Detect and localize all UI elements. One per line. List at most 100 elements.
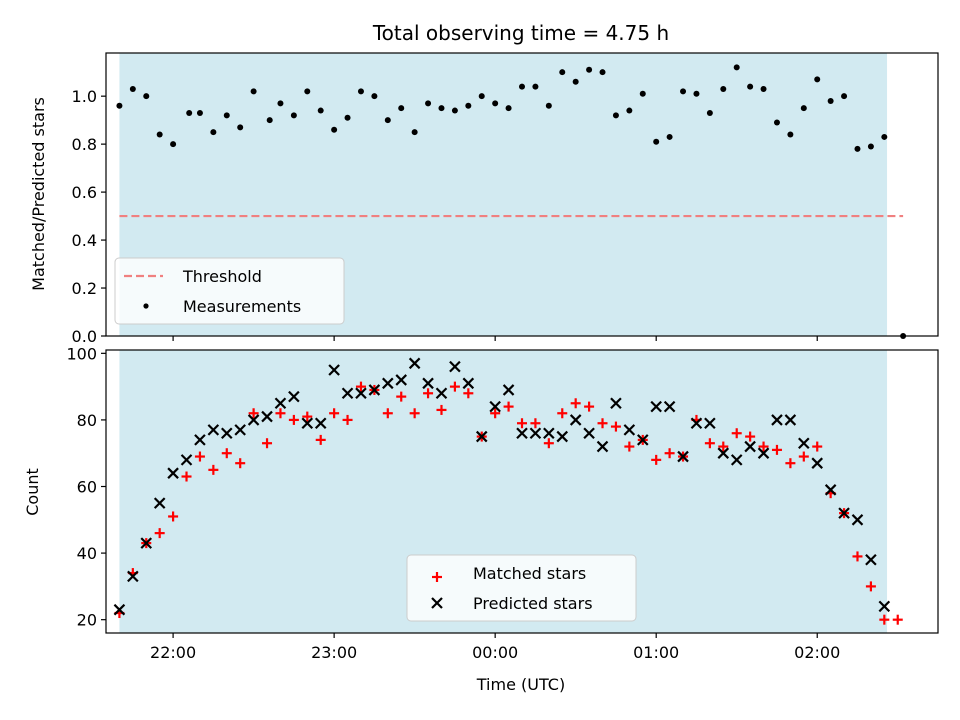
legend-measurements-swatch — [143, 303, 149, 309]
bottom-panel: 20 40 60 80 100 22:00 23:00 00:00 01:00 02:00 Co… — [23, 344, 939, 694]
matched-star-point — [543, 438, 554, 449]
measurement-point — [612, 112, 619, 119]
measurement-point — [599, 69, 606, 76]
matched-star-point — [181, 471, 192, 482]
predicted-star-point — [596, 440, 609, 453]
top-x-ticks — [172, 336, 818, 341]
measurement-point — [800, 105, 807, 112]
matched-star-point — [852, 551, 863, 562]
measurement-point — [465, 102, 472, 109]
predicted-star-point — [207, 424, 220, 436]
measurement-point — [626, 107, 633, 114]
matched-star-point — [382, 408, 393, 419]
measurement-point — [787, 131, 794, 138]
predicted-star-point — [529, 427, 542, 440]
top-axes-frame — [105, 52, 939, 337]
measurement-point — [116, 102, 123, 109]
matched-star-point — [718, 441, 729, 452]
predicted-star-point — [784, 414, 797, 426]
matched-star-point — [490, 408, 501, 419]
measurement-point — [451, 107, 458, 114]
measurement-point — [639, 90, 646, 97]
measurement-point — [733, 64, 740, 71]
measurement-point — [317, 107, 324, 114]
top-y-tick-label: 0.0 — [72, 327, 97, 346]
measurement-point — [331, 126, 338, 133]
legend-predicted-label: Predicted stars — [473, 594, 593, 613]
predicted-star-point — [865, 553, 877, 566]
measurement-point — [881, 133, 888, 140]
matched-star-point — [449, 381, 460, 392]
matched-star-point — [584, 401, 595, 412]
predicted-star-point — [502, 384, 515, 396]
measurement-point — [266, 117, 273, 124]
predicted-star-point — [757, 447, 770, 459]
predicted-star-point — [180, 454, 193, 466]
bottom-y-tick-label: 60 — [77, 478, 97, 497]
predicted-star-point — [851, 514, 864, 526]
measurement-point — [854, 145, 861, 152]
predicted-star-point — [247, 414, 260, 426]
legend-measurements-label: Measurements — [183, 297, 301, 316]
top-panel: 0.0 0.2 0.4 0.6 0.8 1.0 Matched/Predicted sta… — [29, 52, 939, 346]
matched-star-point — [664, 448, 675, 459]
measurement-point — [545, 102, 552, 109]
matched-star-point — [785, 458, 796, 469]
predicted-star-point — [516, 427, 528, 440]
predicted-star-point — [811, 457, 824, 469]
predicted-star-point — [475, 430, 488, 443]
measurement-point — [210, 129, 217, 136]
top-y-ticks: 0.0 0.2 0.4 0.6 0.8 1.0 — [72, 87, 106, 346]
measurement-point — [505, 105, 512, 112]
bottom-x-ticks: 22:00 23:00 00:00 01:00 02:00 — [150, 633, 840, 662]
measurement-point — [425, 100, 432, 107]
predicted-star-point — [140, 537, 153, 549]
matched-star-point — [315, 434, 326, 445]
measurement-point — [747, 83, 754, 90]
top-y-tick-label: 0.6 — [72, 183, 97, 202]
matched-star-point — [704, 438, 715, 449]
measurement-point — [371, 93, 378, 100]
predicted-star-point — [274, 397, 287, 410]
predicted-star-point — [435, 387, 448, 400]
bottom-x-tick-label: 00:00 — [472, 643, 518, 662]
predicted-star-point — [408, 357, 421, 370]
matched-star-point — [275, 408, 286, 419]
predicted-star-point — [838, 507, 850, 519]
matched-star-point — [355, 381, 366, 392]
measurement-point — [814, 76, 821, 83]
predicted-star-point — [167, 467, 179, 479]
measurement-point — [760, 85, 767, 92]
matched-star-point — [208, 464, 219, 475]
matched-star-point — [879, 614, 890, 625]
predicted-star-point — [730, 454, 743, 466]
matched-star-point — [892, 614, 903, 625]
measurement-point — [841, 93, 848, 100]
predicted-star-point — [234, 424, 246, 436]
predicted-star-point — [610, 397, 622, 410]
matched-star-point — [235, 458, 246, 469]
measurement-point — [666, 133, 673, 140]
matched-star-point — [771, 444, 782, 455]
predicted-star-point — [771, 414, 783, 426]
measurement-point — [384, 117, 391, 124]
matched-star-point — [423, 388, 434, 399]
bottom-legend: Matched stars Predicted stars — [406, 554, 637, 622]
measurement-point — [827, 97, 834, 104]
measurement-point — [156, 131, 163, 138]
bottom-predicted-layer — [113, 357, 891, 616]
measurement-point — [572, 78, 579, 85]
measurement-point — [411, 129, 418, 136]
matched-star-point — [597, 418, 608, 429]
bottom-x-tick-label: 02:00 — [794, 643, 840, 662]
measurement-point — [706, 109, 713, 116]
measurement-point — [304, 88, 311, 95]
matched-star-point — [731, 428, 742, 439]
top-legend-box — [114, 257, 345, 325]
bottom-x-tick-label: 23:00 — [311, 643, 357, 662]
x-axis-title: Time (UTC) — [476, 675, 565, 694]
matched-star-point — [463, 388, 474, 399]
matched-star-point — [745, 431, 756, 442]
measurement-point — [773, 119, 780, 126]
measurement-point — [250, 88, 257, 95]
